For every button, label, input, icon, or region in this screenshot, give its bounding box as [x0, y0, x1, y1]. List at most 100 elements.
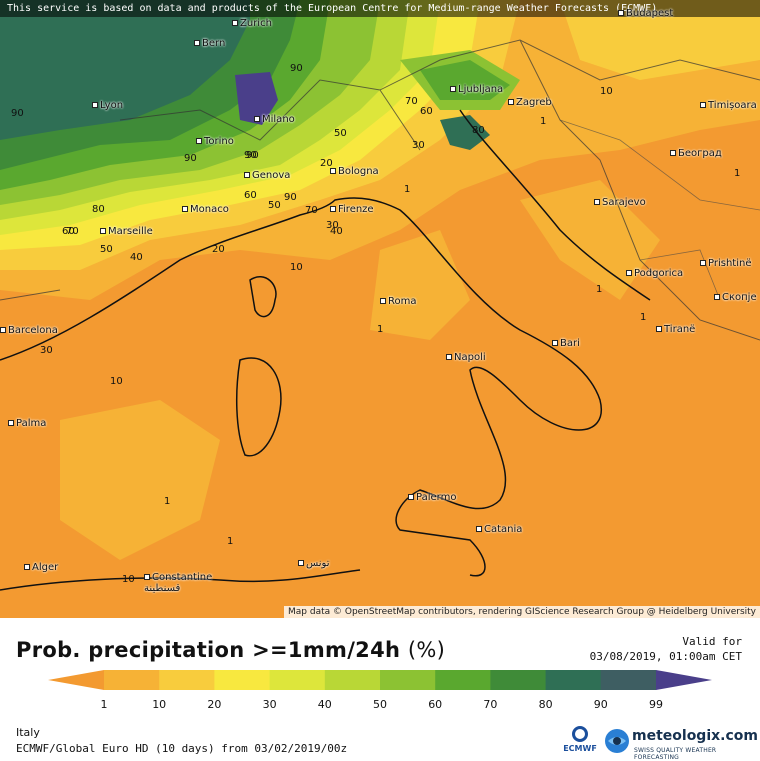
city-label[interactable]: Barcelona [0, 325, 58, 336]
city-label[interactable]: Constantine قسنطينة [144, 572, 213, 594]
city-label[interactable]: Napoli [446, 352, 486, 363]
contour-label: 20 [320, 158, 333, 169]
contour-label: 90 [284, 192, 297, 203]
city-marker-icon [232, 20, 238, 26]
city-label[interactable]: Bern [194, 38, 225, 49]
city-label[interactable]: Torino [196, 136, 234, 147]
meteologix-logo[interactable]: meteologix.com SWISS QUALITY WEATHER FOR… [604, 726, 758, 761]
city-label[interactable]: Palma [8, 418, 46, 429]
city-marker-icon [380, 298, 386, 304]
city-label[interactable]: Sarajevo [594, 197, 646, 208]
city-marker-icon [244, 172, 250, 178]
contour-label: 50 [334, 128, 347, 139]
contour-label: 1 [164, 496, 171, 507]
valid-label: Valid for [682, 635, 742, 648]
contour-label: 60 [420, 106, 433, 117]
city-label[interactable]: Bologna [330, 166, 379, 177]
scale-tick-label: 50 [373, 698, 387, 711]
scale-tick-label: 1 [100, 698, 108, 711]
city-marker-icon [446, 354, 452, 360]
globe-icon [605, 729, 629, 753]
contour-label: 10 [110, 376, 123, 387]
city-label[interactable]: Bari [552, 338, 580, 349]
city-marker-icon [254, 116, 260, 122]
city-label[interactable]: Tiranë [656, 324, 695, 335]
scale-swatch [159, 670, 215, 690]
city-marker-icon [100, 228, 106, 234]
contour-label: 1 [227, 536, 234, 547]
scale-tick-label: 70 [483, 698, 498, 711]
scale-swatch [490, 670, 547, 690]
city-label[interactable]: Ljubljana [450, 84, 503, 95]
city-marker-icon [92, 102, 98, 108]
scale-tick-label: 40 [317, 698, 332, 711]
scale-swatch [435, 670, 491, 690]
city-label[interactable]: Genova [244, 170, 290, 181]
city-label[interactable]: Lyon [92, 100, 123, 111]
contour-label: 30 [40, 345, 53, 356]
scale-swatch [324, 670, 381, 690]
brand-tagline: SWISS QUALITY WEATHER FORECASTING [634, 747, 717, 761]
scale-tick-label: 20 [207, 698, 222, 711]
city-marker-icon [626, 270, 632, 276]
contour-label: 30 [326, 220, 339, 231]
city-marker-icon [700, 260, 706, 266]
city-marker-icon [618, 10, 624, 16]
city-marker-icon [144, 574, 150, 580]
city-label[interactable]: Firenze [330, 204, 374, 215]
city-label[interactable]: تونس [298, 558, 329, 569]
legend-panel: Prob. precipitation >=1mm/24h (%) Valid … [0, 618, 760, 761]
city-marker-icon [298, 560, 304, 566]
scale-tick-label: 10 [152, 698, 167, 711]
city-marker-icon [330, 206, 336, 212]
city-label[interactable]: Budapest [618, 8, 673, 19]
city-marker-icon [408, 494, 414, 500]
ecmwf-logo[interactable]: ECMWF [560, 726, 600, 756]
city-marker-icon [670, 150, 676, 156]
contour-label: 90 [290, 63, 303, 74]
contour-label: 10 [600, 86, 613, 97]
city-label[interactable]: Monaco [182, 204, 229, 215]
scale-tick-label: 90 [593, 698, 608, 711]
contour-label: 80 [472, 125, 485, 136]
scale-swatch [600, 670, 657, 690]
city-marker-icon [508, 99, 514, 105]
city-label[interactable]: Palermo [408, 492, 456, 503]
city-marker-icon [476, 526, 482, 532]
contour-label: 70 [66, 226, 79, 237]
scale-swatch [214, 670, 271, 690]
city-label[interactable]: Скопје [714, 292, 757, 303]
contour-label: 1 [404, 184, 411, 195]
scale-swatch [269, 670, 326, 690]
city-marker-icon [194, 40, 200, 46]
city-label[interactable]: Zagreb [508, 97, 552, 108]
city-label[interactable]: Prishtinë [700, 258, 751, 269]
scale-tick-label: 30 [262, 698, 277, 711]
contour-label: 50 [100, 244, 113, 255]
contour-label: 30 [412, 140, 425, 151]
city-label[interactable]: Zurich [232, 18, 272, 29]
precipitation-probability-field [0, 0, 760, 591]
city-label[interactable]: Roma [380, 296, 417, 307]
city-label[interactable]: Timișoara [700, 100, 757, 111]
ecmwf-notice: This service is based on data and produc… [0, 0, 760, 17]
ecmwf-icon [572, 726, 588, 742]
city-label[interactable]: Београд [670, 148, 722, 159]
valid-time: 03/08/2019, 01:00am CET [589, 650, 742, 663]
contour-label: 60 [244, 190, 257, 201]
city-label[interactable]: Podgorica [626, 268, 683, 279]
city-label[interactable]: Alger [24, 562, 58, 573]
scale-tick-label: 60 [428, 698, 443, 711]
scale-arrow-low [48, 670, 104, 690]
contour-label: 10 [290, 262, 303, 273]
city-label[interactable]: Catania [476, 524, 522, 535]
city-marker-icon [552, 340, 558, 346]
contour-label: 90 [244, 150, 257, 161]
city-label[interactable]: Marseille [100, 226, 153, 237]
city-label[interactable]: Milano [254, 114, 295, 125]
forecast-map[interactable]: This service is based on data and produc… [0, 0, 760, 618]
city-marker-icon [594, 199, 600, 205]
contour-label: 1 [596, 284, 603, 295]
city-marker-icon [714, 294, 720, 300]
map-attribution[interactable]: Map data © OpenStreetMap contributors, r… [284, 606, 760, 618]
